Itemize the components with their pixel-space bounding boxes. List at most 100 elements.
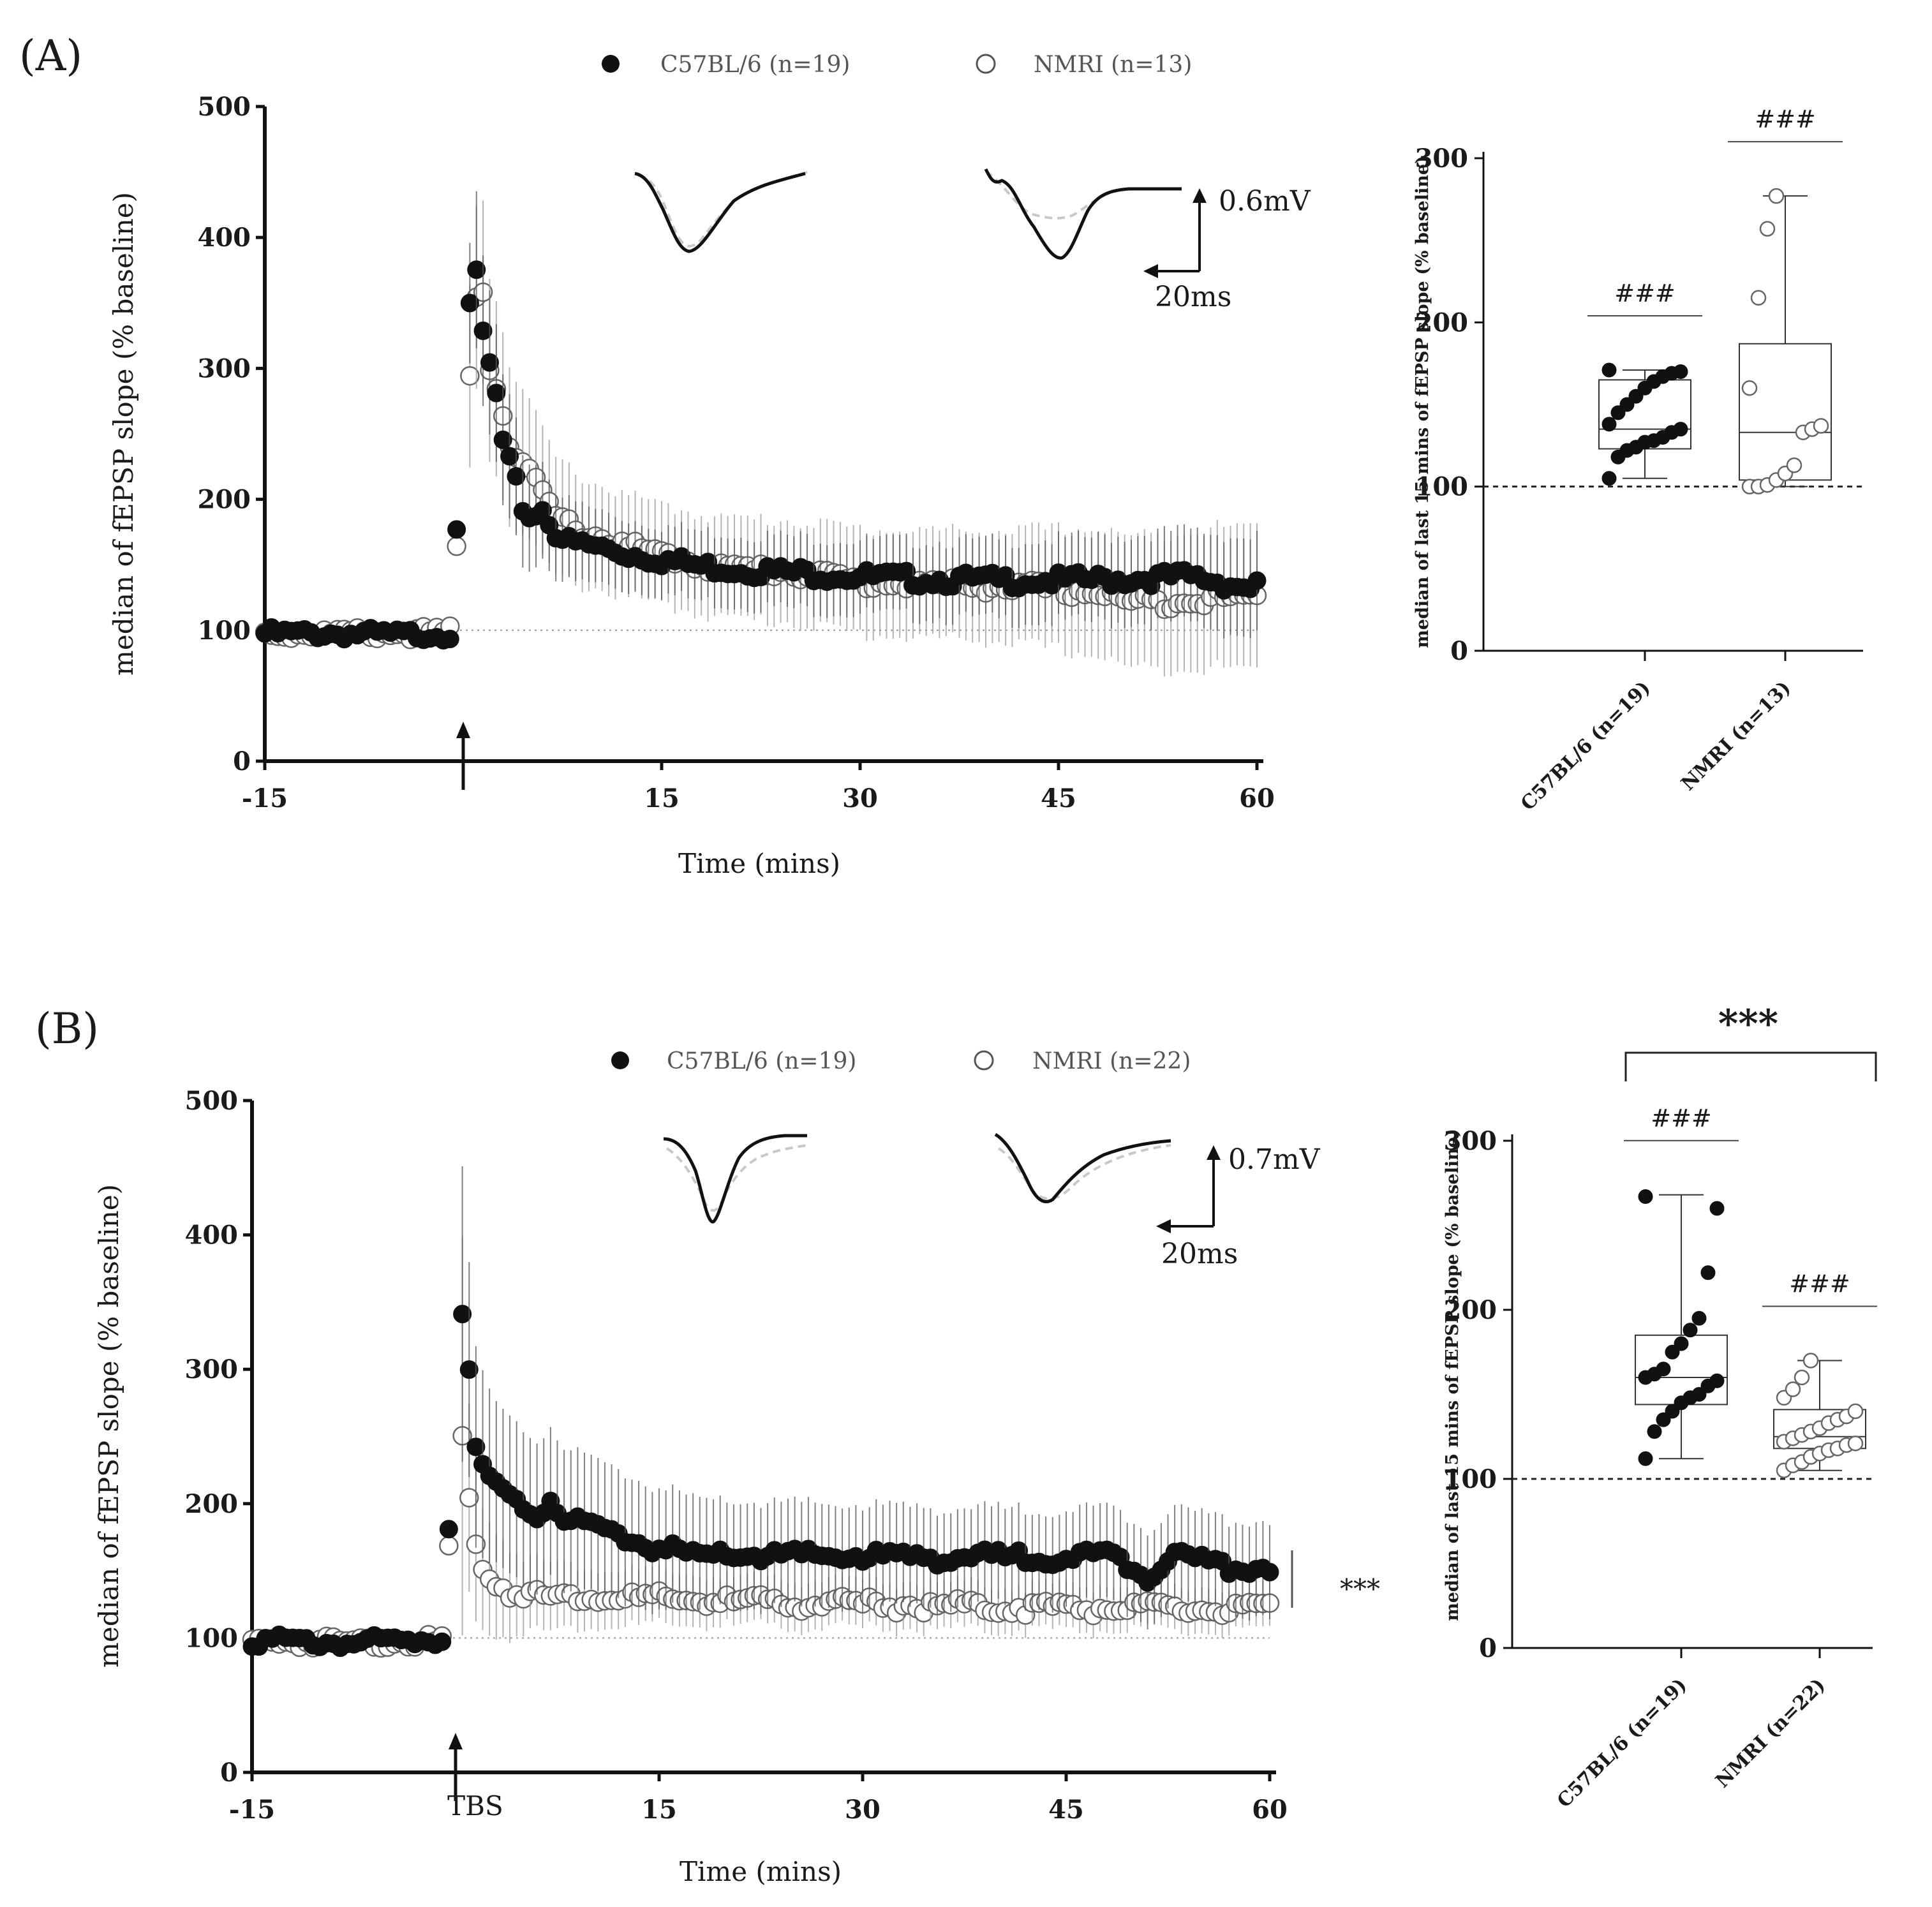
x-tick-label: -15 xyxy=(229,1795,275,1825)
x-tick-label: 45 xyxy=(1041,783,1076,813)
b-time-sig: *** xyxy=(1340,1573,1380,1605)
box-point-open xyxy=(1847,1436,1864,1451)
box-point-open xyxy=(1785,1381,1801,1397)
box-point-filled xyxy=(1638,1189,1653,1204)
box-point-filled xyxy=(1601,417,1617,432)
panel-label-a: (A) xyxy=(19,31,82,80)
data-point-open xyxy=(460,366,480,386)
plot-a-time: median of fEPSP slope (% baseline) Time … xyxy=(108,92,1275,879)
data-point-filled xyxy=(466,1437,486,1457)
data-point-filled xyxy=(487,383,506,403)
box-point-filled xyxy=(1601,362,1617,378)
box-point-open xyxy=(1750,290,1767,306)
y-tick-label: 400 xyxy=(198,223,251,253)
data-point-filled xyxy=(440,630,459,649)
box-point-filled xyxy=(1683,1323,1698,1338)
a-time-ylabel: median of fEPSP slope (% baseline) xyxy=(108,192,139,676)
y-tick-label: 200 xyxy=(1444,1295,1497,1325)
b-time-ylabel: median of fEPSP slope (% baseline) xyxy=(93,1184,124,1668)
data-point-filled xyxy=(493,430,512,449)
box-point-filled xyxy=(1656,1412,1671,1427)
y-tick-label: 100 xyxy=(1415,472,1469,502)
inset-trace-a-nmri xyxy=(984,168,1182,260)
box-point-filled xyxy=(1673,422,1688,437)
category-label: C57BL/6 (n=19) xyxy=(1517,677,1655,815)
plot-a-box: median of last 15 mins of fEPSP slope (%… xyxy=(1413,105,1863,815)
inset-trace-b-nmri xyxy=(994,1132,1171,1203)
b-box-between-bracket xyxy=(1624,1051,1877,1081)
plot-b-box: median of last 15 mins of fEPSP slope (%… xyxy=(1443,1104,1877,1813)
x-tick-label: 30 xyxy=(842,783,878,813)
legend-a-c57: C57BL/6 (n=19) xyxy=(660,52,850,78)
data-point-filled xyxy=(1247,571,1267,590)
scalebar-a xyxy=(1143,188,1207,278)
scalebar-a-voltage: 0.6mV xyxy=(1219,185,1311,218)
data-point-filled xyxy=(1260,1562,1279,1582)
data-point-filled xyxy=(480,353,499,372)
y-tick-label: 100 xyxy=(198,616,251,646)
y-tick-label: 0 xyxy=(1450,636,1468,666)
legend-a-filled-marker xyxy=(602,55,620,73)
sig-hash: ### xyxy=(1614,279,1676,308)
box-point-filled xyxy=(1638,1451,1653,1466)
box-point-open xyxy=(1786,457,1802,473)
box-point-filled xyxy=(1656,1362,1671,1377)
y-tick-label: 200 xyxy=(1415,308,1469,338)
box-point-filled xyxy=(1647,1424,1662,1439)
sig-hash: ### xyxy=(1755,105,1816,133)
y-tick-label: 500 xyxy=(198,92,251,122)
legend-a-nmri: NMRI (n=13) xyxy=(1034,52,1192,78)
x-tick-label: 15 xyxy=(644,783,680,813)
box-point-filled xyxy=(1673,364,1688,380)
x-tick-label: 30 xyxy=(845,1795,881,1825)
legend-a-open-marker xyxy=(976,54,996,74)
y-tick-label: 100 xyxy=(1444,1464,1497,1494)
tbs-label: TBS xyxy=(447,1790,503,1822)
data-point-filled xyxy=(500,447,519,466)
legend-b-c57: C57BL/6 (n=19) xyxy=(667,1048,856,1074)
x-tick-label: 15 xyxy=(641,1795,677,1825)
data-point-filled xyxy=(460,293,479,313)
scalebar-b xyxy=(1156,1145,1221,1233)
legend-b-filled-marker xyxy=(611,1051,629,1069)
y-tick-label: 300 xyxy=(198,353,251,383)
data-point-filled xyxy=(453,1305,472,1324)
box-point-open xyxy=(1802,1353,1819,1369)
b-box-ylabel: median of last 15 mins of fEPSP slope (%… xyxy=(1443,1129,1462,1621)
box-point-filled xyxy=(1601,471,1617,486)
box-point-filled xyxy=(1691,1310,1707,1326)
box-point-open xyxy=(1759,221,1776,237)
data-point-filled xyxy=(459,1360,479,1379)
box-point-filled xyxy=(1665,1344,1680,1360)
sig-hash: ### xyxy=(1789,1270,1850,1298)
box-point-open xyxy=(1768,188,1785,204)
plot-b-time: median of fEPSP slope (% baseline) Time … xyxy=(93,1086,1288,1887)
y-tick-label: 200 xyxy=(198,485,251,515)
scalebar-a-time: 20ms xyxy=(1155,281,1231,313)
data-point-filled xyxy=(473,321,493,340)
y-tick-label: 300 xyxy=(1415,144,1469,174)
category-label: C57BL/6 (n=19) xyxy=(1553,1674,1691,1813)
category-label: NMRI (n=13) xyxy=(1677,677,1795,795)
b-time-xlabel: Time (mins) xyxy=(680,1856,842,1887)
x-tick-label: 60 xyxy=(1252,1795,1288,1825)
sig-hash: ### xyxy=(1651,1104,1712,1132)
box-point-filled xyxy=(1700,1265,1716,1280)
box-point-filled xyxy=(1691,1387,1707,1402)
y-tick-label: 400 xyxy=(185,1221,239,1250)
panel-label-b: (B) xyxy=(35,1004,99,1053)
b-box-between-sig: *** xyxy=(1718,1002,1778,1046)
y-tick-label: 100 xyxy=(185,1623,239,1653)
a-box-ylabel: median of last 15 mins of fEPSP slope (%… xyxy=(1413,156,1432,648)
data-point-filled xyxy=(439,1520,458,1539)
x-tick-label: 45 xyxy=(1048,1795,1084,1825)
legend-b-open-marker xyxy=(974,1050,994,1071)
data-point-filled xyxy=(447,520,466,539)
y-tick-label: 200 xyxy=(185,1489,239,1519)
box-point-filled xyxy=(1674,1336,1689,1351)
y-tick-label: 300 xyxy=(1444,1126,1497,1156)
scalebar-b-voltage: 0.7mV xyxy=(1228,1143,1321,1176)
legend-b-nmri: NMRI (n=22) xyxy=(1032,1048,1191,1074)
a-time-xlabel: Time (mins) xyxy=(678,848,840,879)
